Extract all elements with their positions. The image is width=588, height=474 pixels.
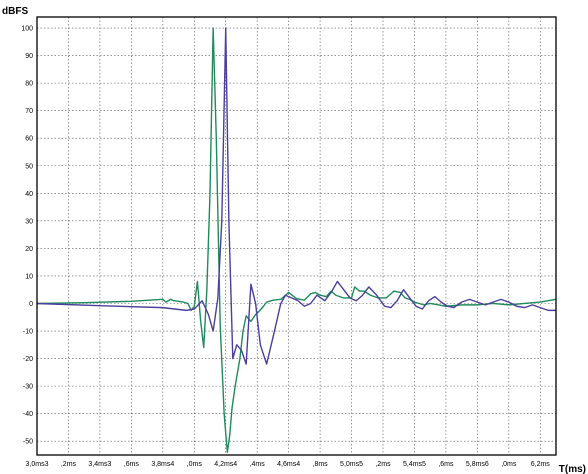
x-tick-label: 6,2ms [531,461,551,468]
x-tick-label: 5,4ms5 [403,461,426,468]
x-tick-label: 4,2ms4 [214,461,237,468]
y-axis-title: dBFS [2,6,28,17]
y-tick-label: 30 [25,218,33,225]
series-line-0 [36,27,557,453]
y-tick-label: 60 [25,136,33,143]
x-tick-label: 4,6ms4 [277,461,300,468]
y-tick-label: 10 [25,273,33,280]
y-tick-label: -40 [23,411,33,418]
y-tick-label: -10 [23,329,33,336]
x-tick-label: 5,8ms6 [466,461,489,468]
y-tick-label: 50 [25,163,33,170]
x-tick-label: ,6ms [438,461,454,468]
x-tick-label: ,2ms [61,461,77,468]
x-tick-label: ,4ms [250,461,266,468]
x-tick-label: ,0ms [187,461,203,468]
y-tick-label: 80 [25,81,33,88]
x-tick-label: 3,4ms3 [88,461,111,468]
tick-labels: 1009080706050403020100-10-20-30-40-503,0… [21,26,550,468]
x-tick-label: ,2ms [375,461,391,468]
y-tick-label: 100 [21,26,33,33]
plot-frame [36,16,557,456]
x-tick-label: ,0ms [501,461,517,468]
x-tick-label: 3,8ms4 [151,461,174,468]
series-layer [36,27,557,453]
x-tick-label: ,6ms [124,461,140,468]
y-tick-label: 90 [25,53,33,60]
y-tick-label: -50 [23,439,33,446]
y-tick-label: 20 [25,246,33,253]
y-tick-label: 70 [25,108,33,115]
y-tick-label: -20 [23,356,33,363]
x-tick-label: 3,0ms3 [26,461,49,468]
x-tick-label: ,8ms [313,461,329,468]
grid [37,17,556,455]
y-tick-label: -30 [23,384,33,391]
x-tick-label: 5,0ms5 [340,461,363,468]
y-tick-label: 0 [29,301,33,308]
series-line-1 [36,27,556,365]
x-axis-title: T(ms) [559,464,586,474]
y-tick-label: 40 [25,191,33,198]
